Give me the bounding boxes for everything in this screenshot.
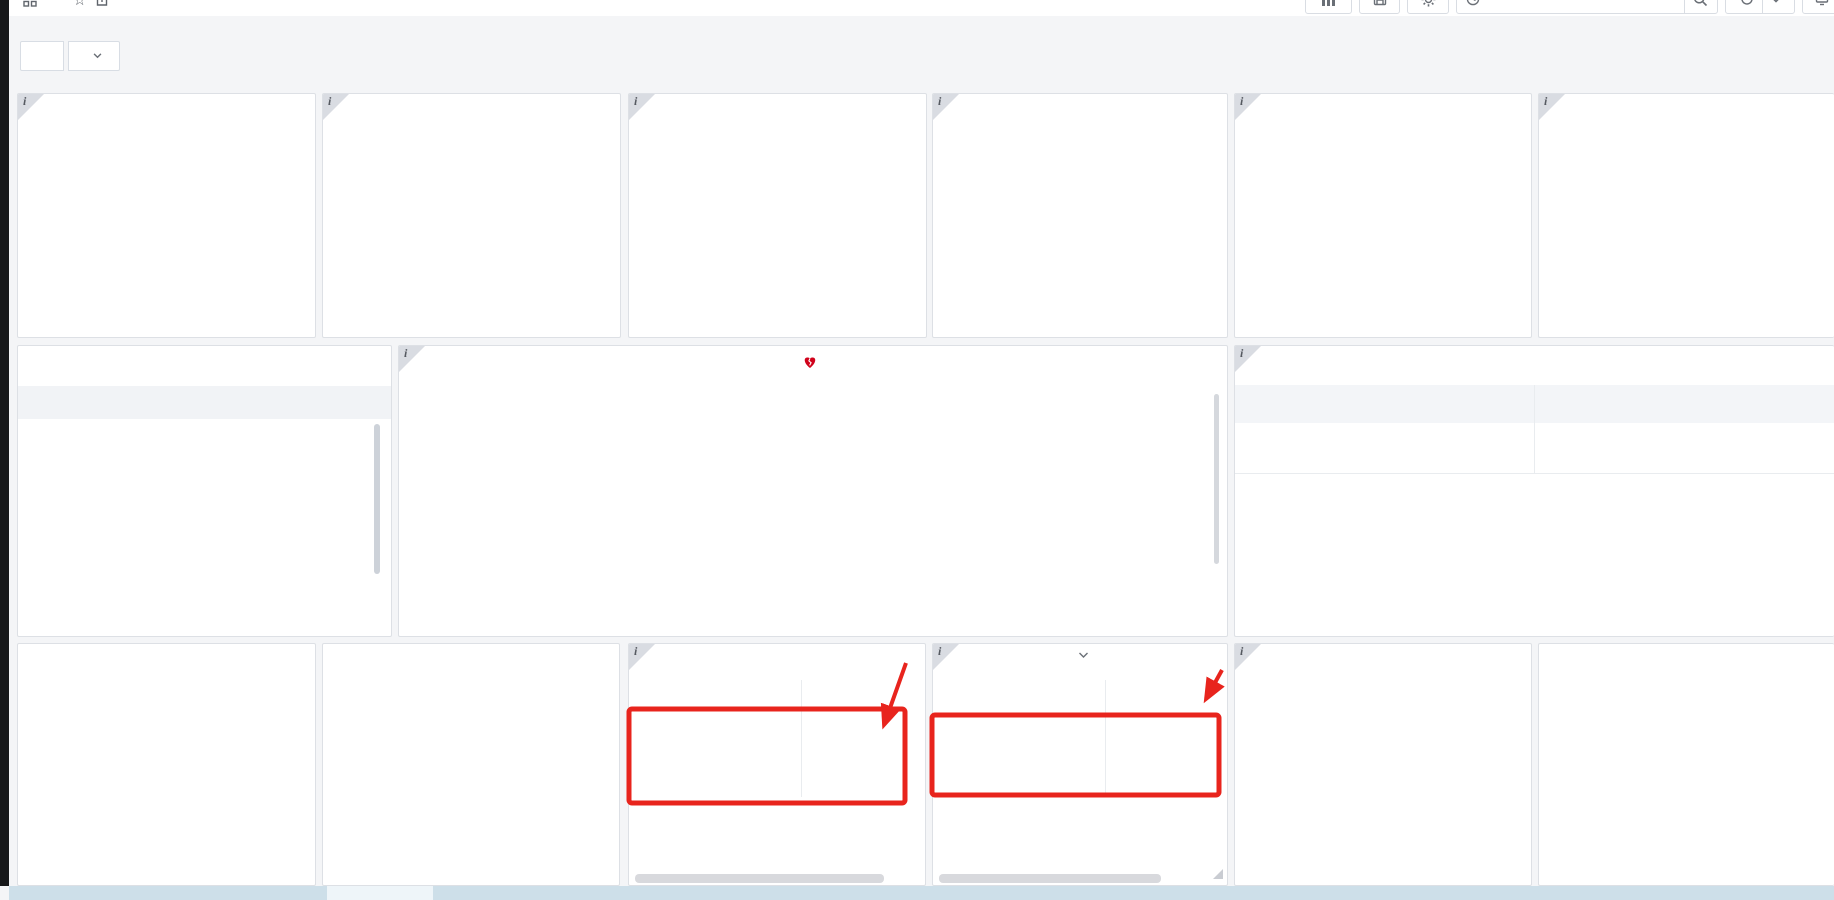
panel-cut-off	[1538, 643, 1834, 886]
info-icon[interactable]: i	[23, 94, 27, 108]
panel-info-corner[interactable]	[1235, 346, 1261, 372]
refresh-icon	[1740, 0, 1753, 5]
panel-placement-rules-status: i	[1234, 643, 1532, 886]
panel-current-storage-size: i	[322, 93, 621, 338]
page-hscrollbar-thumb[interactable]	[327, 886, 433, 900]
page-hscrollbar[interactable]	[9, 886, 1834, 900]
dashboards-icon	[23, 0, 37, 7]
panel-hscrollbar[interactable]	[939, 874, 1161, 883]
panel-region-health: i	[398, 345, 1228, 637]
info-icon[interactable]: i	[938, 644, 942, 658]
breadcrumb: ☆	[23, 0, 109, 9]
panel-number-of-regions: i	[1234, 93, 1532, 338]
placement-rules-chart[interactable]	[1235, 644, 1531, 885]
add-panel-button[interactable]	[1305, 0, 1352, 14]
offline-progress-gauge	[18, 644, 315, 885]
regions-sparkline	[1236, 186, 1530, 336]
panel-info-corner[interactable]	[1235, 644, 1261, 670]
share-icon[interactable]	[95, 0, 109, 7]
peers-sparkline	[1540, 186, 1833, 336]
panel-hscrollbar[interactable]	[635, 874, 884, 883]
variable-label-store[interactable]	[20, 41, 64, 71]
region-health-chart[interactable]	[399, 346, 1227, 636]
panel-info-corner[interactable]	[1235, 94, 1261, 120]
panel-info-corner[interactable]	[323, 94, 349, 120]
side-menu-strip[interactable]	[0, 0, 9, 886]
info-icon[interactable]: i	[1240, 346, 1244, 360]
variable-value-dropdown[interactable]	[68, 41, 120, 71]
save-dashboard-button[interactable]	[1359, 0, 1400, 14]
panel-info-corner[interactable]	[18, 94, 44, 120]
panel-info-corner[interactable]	[933, 94, 959, 120]
panel-leader-primary: i	[1234, 345, 1834, 637]
column-divider	[1105, 680, 1106, 797]
save-icon	[1373, 0, 1386, 6]
info-icon[interactable]: i	[1240, 94, 1244, 108]
panel-online-store-progress	[322, 643, 620, 886]
dashboard-settings-button[interactable]	[1407, 0, 1449, 14]
info-icon[interactable]: i	[404, 346, 408, 360]
refresh-button[interactable]	[1725, 0, 1795, 14]
clock-icon	[1466, 0, 1480, 6]
column-divider	[801, 680, 802, 797]
info-icon[interactable]: i	[938, 94, 942, 108]
storage-used-gauge	[629, 94, 926, 337]
info-icon[interactable]: i	[634, 94, 638, 108]
star-icon[interactable]: ☆	[73, 0, 87, 9]
gear-icon	[1422, 0, 1434, 6]
cycle-view-button[interactable]	[1802, 0, 1834, 14]
panel-title[interactable]	[399, 354, 1227, 369]
divider	[1761, 0, 1763, 13]
panel-info-corner[interactable]	[1539, 94, 1565, 120]
info-icon[interactable]: i	[1240, 644, 1244, 658]
info-icon[interactable]: i	[634, 644, 638, 658]
divider	[1684, 0, 1685, 13]
panel-normal-stores: i	[932, 93, 1228, 338]
table-scrollbar[interactable]	[374, 424, 380, 574]
zoom-out-icon[interactable]	[1693, 0, 1708, 7]
panel-info-corner[interactable]	[933, 644, 959, 670]
top-navbar: ☆	[9, 0, 1834, 16]
panel-left-time: i	[628, 643, 926, 886]
info-icon[interactable]: i	[1544, 94, 1548, 108]
add-panel-icon	[1322, 0, 1335, 6]
panel-current-storage-used: i	[628, 93, 927, 338]
panel-resize-handle[interactable]	[1213, 869, 1223, 879]
panel-info-corner[interactable]	[629, 644, 655, 670]
info-icon[interactable]: i	[328, 94, 332, 108]
panel-info-corner[interactable]	[629, 94, 655, 120]
chevron-down-icon	[1078, 652, 1088, 658]
panel-storage-capacity: i	[17, 93, 316, 338]
panel-info-corner[interactable]	[399, 346, 425, 372]
chevron-down-icon	[1773, 0, 1778, 3]
legend-scrollbar[interactable]	[1214, 394, 1219, 564]
monitor-icon	[1815, 0, 1829, 6]
chevron-down-icon	[93, 53, 101, 59]
online-progress-gauge	[323, 644, 619, 885]
column-divider	[1534, 385, 1535, 473]
panel-title[interactable]	[933, 652, 1227, 659]
dashboard-toolbar	[1305, 0, 1834, 14]
time-range-picker[interactable]	[1456, 0, 1718, 14]
table-header-row	[18, 386, 391, 419]
table-row	[1235, 423, 1834, 474]
panel-abnormal-stores	[17, 345, 392, 637]
panel-current-scaling-speed: i	[932, 643, 1228, 886]
broken-heart-icon	[804, 357, 816, 368]
panel-current-peer-count: i	[1538, 93, 1834, 338]
panel-offline-store-progress	[17, 643, 316, 886]
